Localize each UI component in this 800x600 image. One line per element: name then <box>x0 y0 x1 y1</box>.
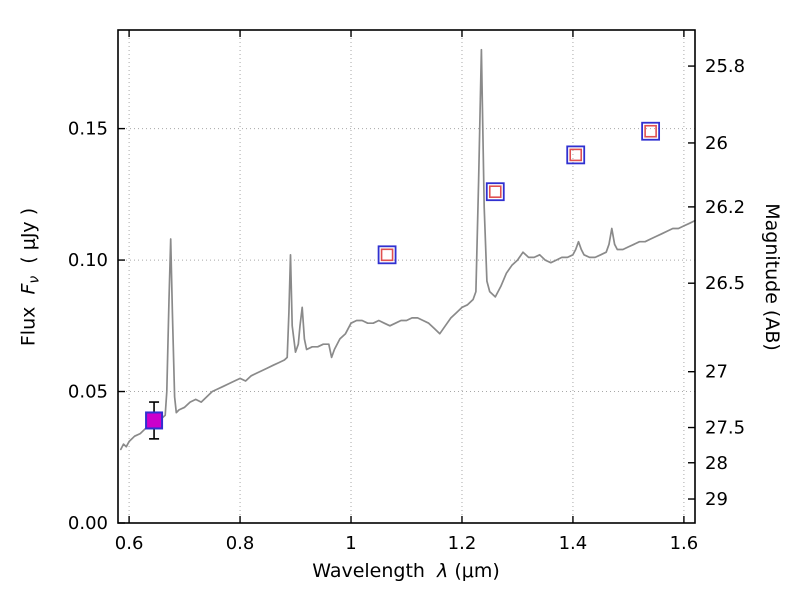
mag-tick-label: 29 <box>705 489 728 510</box>
flux-symbol-subscript: ν <box>26 275 43 284</box>
mag-tick-label: 27.5 <box>705 418 745 439</box>
photometry-model-point-outer <box>377 245 397 265</box>
x-tick-label: 1.4 <box>559 533 588 554</box>
mag-tick-label: 28 <box>705 453 728 474</box>
flux-tick-label: 0.00 <box>68 513 108 534</box>
mag-tick-label: 26.2 <box>705 197 745 218</box>
mag-tick-label: 27 <box>705 362 728 383</box>
x-axis-title-unit: (μm) <box>448 560 500 582</box>
x-tick-label: 1 <box>345 533 356 554</box>
x-tick-label: 1.2 <box>448 533 477 554</box>
y-axis-title-left: Flux Fν ( μJy ) <box>18 208 43 346</box>
x-axis-title-text: Wavelength <box>312 560 438 582</box>
mag-tick-label: 25.8 <box>705 56 745 77</box>
photometry-model-point-inner <box>488 185 502 199</box>
photometry-model-point-outer <box>566 145 586 165</box>
lambda-symbol: λ <box>437 560 449 582</box>
photometry-observed-point <box>145 411 164 430</box>
flux-label-text: Flux <box>17 294 40 347</box>
x-tick-label: 0.8 <box>226 533 255 554</box>
mag-tick-label: 26.5 <box>705 273 745 294</box>
x-tick-label: 1.6 <box>670 533 699 554</box>
photometry-model-point-outer <box>641 121 661 141</box>
photometry-model-point-inner <box>569 148 583 162</box>
flux-tick-label: 0.05 <box>68 382 108 403</box>
photometry-model-point-outer <box>485 182 505 202</box>
photometry-model-point-inner <box>380 248 394 262</box>
flux-symbol: F <box>17 283 40 295</box>
flux-tick-label: 0.10 <box>68 250 108 271</box>
axes-border <box>117 29 696 524</box>
x-axis-title: Wavelength λ (μm) <box>312 560 500 582</box>
flux-tick-label: 0.15 <box>68 119 108 140</box>
spectrum-line <box>119 48 696 451</box>
photometry-model-point-inner <box>644 124 657 138</box>
x-tick-label: 0.6 <box>115 533 144 554</box>
y-axis-title-right: Magnitude (AB) <box>761 203 783 351</box>
flux-label-unit: ( μJy ) <box>17 207 40 276</box>
mag-tick-label: 26 <box>705 133 728 154</box>
